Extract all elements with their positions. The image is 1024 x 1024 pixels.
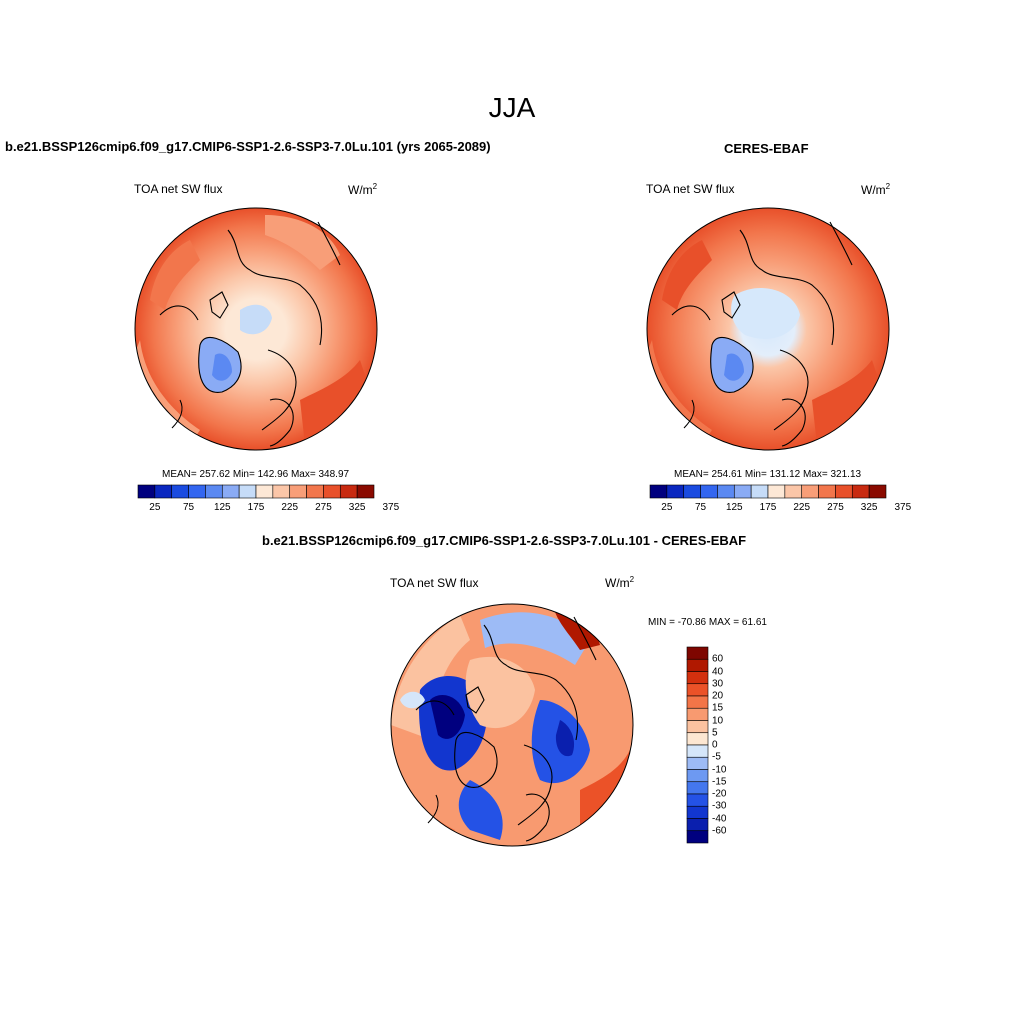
colorbar-tick-label: 25 <box>661 502 673 513</box>
colorbar-box <box>686 744 709 758</box>
colorbar-box <box>686 732 709 746</box>
colorbar-tick-label: 0 <box>712 739 718 751</box>
colorbar-box <box>686 830 709 844</box>
model-colorbar <box>137 484 375 499</box>
colorbar-tick-label: 325 <box>860 502 878 513</box>
colorbar-tick-label: -10 <box>712 764 727 775</box>
obs-units-label: W/m2 <box>861 182 891 197</box>
colorbar-box <box>154 484 173 499</box>
colorbar-tick-label: 25 <box>149 502 161 513</box>
colorbar-box <box>683 484 701 499</box>
colorbar-box <box>868 484 887 499</box>
colorbar-tick-label: -30 <box>712 800 727 812</box>
colorbar-tick-label: 10 <box>712 715 724 726</box>
colorbar-box <box>272 484 291 499</box>
colorbar-tick-label: 275 <box>827 502 844 513</box>
colorbar-box <box>686 720 709 734</box>
colorbar-box <box>686 769 709 783</box>
colorbar-box <box>686 695 709 709</box>
obs-polar-map <box>646 207 890 451</box>
colorbar-box <box>717 484 735 499</box>
diff-polar-map <box>390 603 634 847</box>
model-panel-title: b.e21.BSSP126cmip6.f09_g17.CMIP6-SSP1-2.… <box>5 139 491 154</box>
colorbar-box <box>784 484 803 499</box>
colorbar-tick-label: 175 <box>759 502 777 513</box>
colorbar-box <box>289 484 307 499</box>
diff-units-label: W/m2 <box>605 575 635 590</box>
obs-panel-title: CERES-EBAF <box>724 141 809 156</box>
model-polar-map <box>134 207 378 451</box>
colorbar-box <box>851 484 870 499</box>
diff-colorbar <box>686 646 709 844</box>
colorbar-box <box>835 484 853 499</box>
colorbar-tick-label: 225 <box>793 502 811 513</box>
colorbar-box <box>356 484 375 499</box>
diff-minmax-label: MIN = -70.86 MAX = 61.61 <box>648 617 767 628</box>
obs-variable-label: TOA net SW flux <box>646 182 735 196</box>
colorbar-box <box>188 484 206 499</box>
colorbar-box <box>818 484 836 499</box>
colorbar-tick-label: 75 <box>183 502 195 513</box>
colorbar-tick-label: 15 <box>712 702 724 714</box>
colorbar-tick-label: 125 <box>725 502 743 513</box>
colorbar-tick-label: -5 <box>712 751 721 763</box>
colorbar-box <box>686 683 709 697</box>
colorbar-tick-label: 175 <box>247 502 265 513</box>
diff-panel-title: b.e21.BSSP126cmip6.f09_g17.CMIP6-SSP1-2.… <box>262 533 747 548</box>
colorbar-tick-label: 75 <box>695 502 707 513</box>
obs-stats-label: MEAN= 254.61 Min= 131.12 Max= 321.13 <box>674 469 862 480</box>
colorbar-box <box>686 818 709 832</box>
colorbar-tick-label: 275 <box>315 502 332 513</box>
colorbar-box <box>339 484 358 499</box>
colorbar-box <box>255 484 274 499</box>
colorbar-tick-label: 125 <box>213 502 231 513</box>
colorbar-tick-label: 375 <box>894 502 912 513</box>
colorbar-box <box>686 793 709 807</box>
colorbar-tick-label: 40 <box>712 666 724 677</box>
colorbar-box <box>686 646 709 660</box>
diff-variable-label: TOA net SW flux <box>390 576 479 590</box>
colorbar-tick-label: 375 <box>382 502 400 513</box>
colorbar-tick-label: -60 <box>712 825 727 837</box>
colorbar-box <box>801 484 819 499</box>
colorbar-tick-label: -40 <box>712 813 727 824</box>
colorbar-tick-label: 30 <box>712 678 724 690</box>
model-units-label: W/m2 <box>348 182 378 197</box>
colorbar-box <box>686 671 709 685</box>
colorbar-tick-label: 60 <box>712 653 724 665</box>
colorbar-box <box>686 805 709 819</box>
colorbar-box <box>306 484 324 499</box>
colorbar-tick-label: 225 <box>281 502 299 513</box>
colorbar-box <box>323 484 341 499</box>
colorbar-box <box>767 484 786 499</box>
colorbar-box <box>686 658 709 672</box>
colorbar-tick-label: 325 <box>348 502 366 513</box>
colorbar-box <box>171 484 189 499</box>
model-stats-label: MEAN= 257.62 Min= 142.96 Max= 348.97 <box>162 469 350 480</box>
colorbar-box <box>686 756 709 770</box>
colorbar-tick-label: 5 <box>712 727 718 739</box>
obs-colorbar <box>649 484 887 499</box>
colorbar-box <box>205 484 223 499</box>
model-variable-label: TOA net SW flux <box>134 182 223 196</box>
colorbar-box <box>137 484 156 499</box>
colorbar-box <box>238 484 257 499</box>
colorbar-box <box>686 781 709 795</box>
colorbar-tick-label: -20 <box>712 788 727 800</box>
colorbar-box <box>686 707 709 721</box>
colorbar-box <box>750 484 769 499</box>
colorbar-tick-label: 20 <box>712 690 724 702</box>
colorbar-box <box>666 484 685 499</box>
season-title: JJA <box>488 92 536 123</box>
colorbar-box <box>221 484 240 499</box>
colorbar-box <box>700 484 718 499</box>
colorbar-tick-label: -15 <box>712 776 727 788</box>
colorbar-box <box>733 484 752 499</box>
colorbar-box <box>649 484 668 499</box>
